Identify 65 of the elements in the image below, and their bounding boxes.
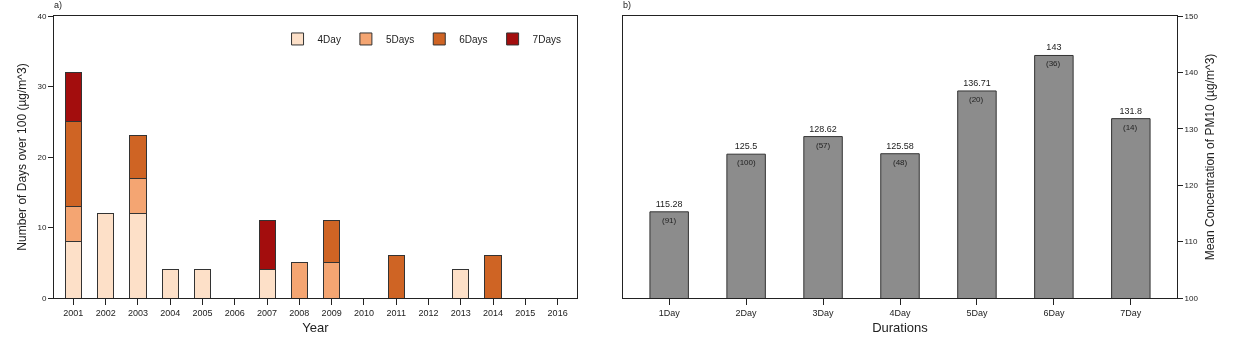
y-tick-label: 110 xyxy=(1184,237,1198,247)
x-tick-label: 3Day xyxy=(812,307,835,318)
x-tick-label: 2007 xyxy=(257,307,278,318)
y-tick-label: 20 xyxy=(37,152,47,162)
bar xyxy=(484,255,502,298)
x-tick-label: 2003 xyxy=(127,307,148,318)
data-label: 143 xyxy=(1046,42,1062,53)
annotation: (14) xyxy=(1123,123,1138,132)
x-tick-label: 2005 xyxy=(192,307,213,318)
data-label: 136.71 xyxy=(963,77,991,88)
bar xyxy=(387,255,405,298)
x-tick-label: 2011 xyxy=(386,307,406,318)
annotation: (91) xyxy=(662,216,677,225)
y-tick-label: 0 xyxy=(41,293,47,303)
chart-title: b) xyxy=(623,0,632,11)
bar xyxy=(193,269,212,298)
y-tick-label: 140 xyxy=(1184,68,1199,78)
x-tick-label: 4Day xyxy=(889,307,911,318)
data-label: 115.28 xyxy=(655,198,683,209)
y-tick-label: 30 xyxy=(37,82,47,92)
annotation: (36) xyxy=(1046,59,1061,68)
bar xyxy=(452,269,470,298)
bar xyxy=(97,212,115,298)
annotation: (20) xyxy=(969,95,984,104)
legend-label: 7Days xyxy=(532,33,561,45)
annotation: (100) xyxy=(737,158,757,167)
chart-title: a) xyxy=(54,0,63,11)
bar xyxy=(161,269,179,298)
x-tick-label: 2016 xyxy=(547,307,568,318)
x-tick-label: 2006 xyxy=(224,307,245,318)
data-label: 125.5 xyxy=(734,141,758,152)
y-tick-label: 120 xyxy=(1184,181,1199,190)
x-tick-label: 2001 xyxy=(63,307,84,318)
x-tick-label: 7Day xyxy=(1120,307,1142,318)
x-tick-label: 2004 xyxy=(160,307,181,318)
x-tick-label: 6Day xyxy=(1043,307,1065,318)
data-label: 125.58 xyxy=(886,140,914,151)
y-axis-title: Number of Days over 100 (µg/m^3) xyxy=(14,63,29,251)
x-tick-label: 1Day xyxy=(658,307,681,318)
x-tick-label: 2Day xyxy=(735,307,758,318)
annotation: (57) xyxy=(816,141,831,150)
legend-label: 5Days xyxy=(385,33,415,45)
annotation: (48) xyxy=(893,158,908,167)
data-label: 131.8 xyxy=(1119,105,1143,116)
x-tick-label: 2013 xyxy=(450,307,471,318)
y-tick-label: 10 xyxy=(37,223,47,233)
x-tick-label: 2015 xyxy=(515,307,536,318)
bar xyxy=(290,262,308,298)
x-tick-label: 2008 xyxy=(289,307,310,318)
x-tick-label: 2014 xyxy=(483,307,504,318)
x-tick-label: 2009 xyxy=(321,307,342,318)
x-tick-label: 5Day xyxy=(966,307,988,318)
data-label: 128.62 xyxy=(809,123,837,134)
legend-label: 6Days xyxy=(459,33,488,45)
y-tick-label: 40 xyxy=(37,11,47,21)
x-tick-label: 2010 xyxy=(353,307,374,318)
x-axis-title: Year xyxy=(302,320,330,336)
y-axis-title: Mean Concentration of PM10 (µg/m^3) xyxy=(1203,53,1218,261)
x-tick-label: 2012 xyxy=(418,307,439,318)
y-tick-label: 150 xyxy=(1184,11,1199,21)
legend-label: 4Day xyxy=(317,33,341,45)
x-axis-title: Durations xyxy=(872,320,929,336)
x-tick-label: 2002 xyxy=(95,307,116,318)
y-tick-label: 100 xyxy=(1184,293,1199,303)
y-tick-label: 130 xyxy=(1184,124,1199,134)
